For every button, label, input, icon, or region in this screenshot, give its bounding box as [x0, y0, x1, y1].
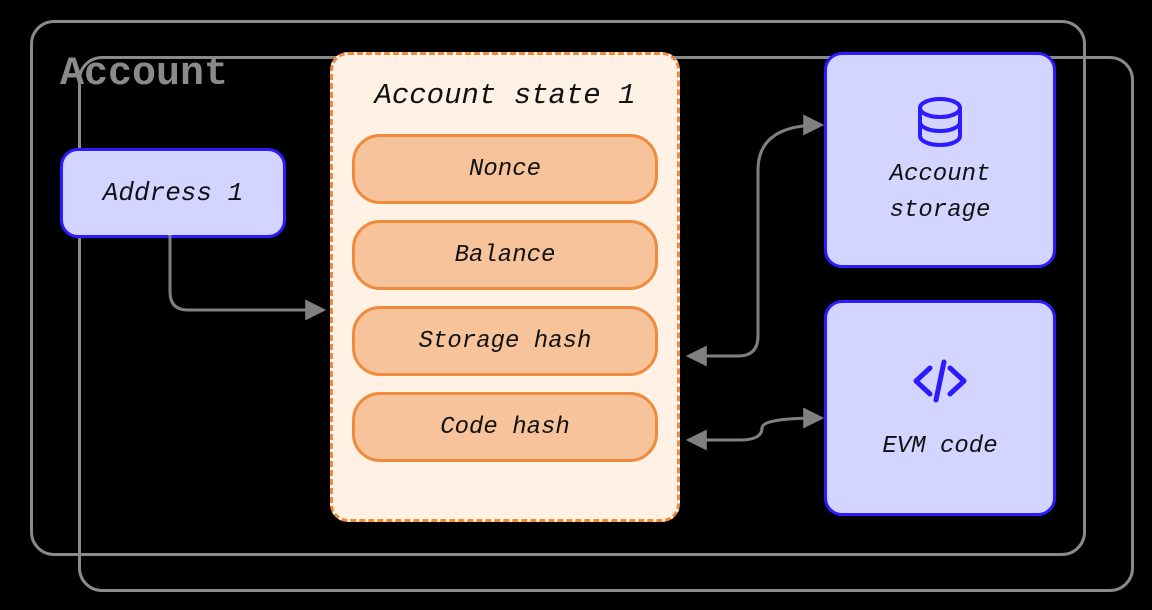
field-label: Nonce: [469, 156, 541, 183]
account-storage-node: Account storage: [824, 52, 1056, 268]
storage-label-1: Account: [890, 160, 991, 190]
diagram-title: Account: [60, 52, 228, 97]
account-state-panel: Account state 1 Nonce Balance Storage ha…: [330, 52, 680, 522]
code-icon: [908, 354, 972, 408]
field-balance: Balance: [352, 220, 658, 290]
field-code-hash: Code hash: [352, 392, 658, 462]
field-label: Code hash: [440, 414, 570, 441]
field-nonce: Nonce: [352, 134, 658, 204]
address-label: Address 1: [103, 178, 243, 208]
address-node: Address 1: [60, 148, 286, 238]
field-label: Balance: [455, 242, 556, 269]
code-label: EVM code: [882, 432, 997, 462]
field-label: Storage hash: [419, 328, 592, 355]
database-icon: [910, 94, 970, 154]
account-state-title: Account state 1: [374, 79, 635, 112]
storage-label-2: storage: [890, 196, 991, 226]
field-storage-hash: Storage hash: [352, 306, 658, 376]
evm-code-node: EVM code: [824, 300, 1056, 516]
